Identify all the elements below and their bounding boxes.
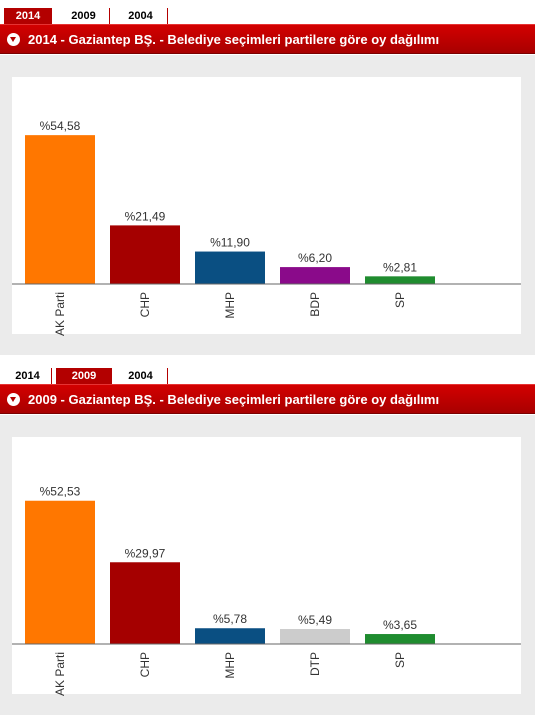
bar-chart-2009: %52,53 AK Parti %29,97 CHP %5,78 MHP %5,49 DTP%… (12, 437, 521, 696)
bar-chp[interactable] (110, 225, 180, 284)
year-tabs: 2014 2009 2004 (0, 0, 535, 24)
data-label: %21,49 (125, 209, 166, 223)
plot-background (12, 77, 521, 334)
data-label: %2,81 (383, 260, 417, 274)
tab-2014[interactable]: 2014 (4, 368, 52, 384)
bar-sp[interactable] (365, 634, 435, 644)
chart-title: 2009 - Gaziantep BŞ. - Belediye seçimler… (28, 392, 440, 407)
year-tabs: 2014 2009 2004 (0, 360, 535, 384)
tab-2009[interactable]: 2009 (58, 8, 110, 24)
bar-chp[interactable] (110, 562, 180, 644)
tick-label: CHP (138, 652, 152, 677)
tab-2004[interactable]: 2004 (114, 8, 168, 24)
results-panel-2014: 2014 2009 2004 2014 - Gaziantep BŞ. - Be… (0, 0, 535, 355)
collapse-arrow-icon[interactable] (7, 33, 20, 46)
chart-header: 2009 - Gaziantep BŞ. - Belediye seçimler… (0, 384, 535, 414)
tab-2009[interactable]: 2009 (56, 368, 112, 384)
tab-2004[interactable]: 2004 (114, 368, 168, 384)
tab-2014[interactable]: 2014 (4, 8, 52, 24)
data-label: %5,78 (213, 612, 247, 626)
bar-chart-2014: %54,58 AK Parti %21,49 CHP %11,90 MHP %6,20 BDP… (12, 77, 521, 336)
data-label: %11,90 (210, 236, 250, 250)
tick-label: MHP (223, 652, 237, 679)
data-label: %5,49 (298, 613, 332, 627)
bar-bdp[interactable] (280, 267, 350, 284)
bar-dtp[interactable] (280, 629, 350, 644)
tick-label: AK Parti (53, 292, 67, 336)
chart-area: %54,58 AK Parti %21,49 CHP %11,90 MHP %6,20 BDP… (0, 55, 535, 355)
bar-mhp[interactable] (195, 628, 265, 644)
plot-background (12, 437, 521, 694)
bar-ak-parti[interactable] (25, 135, 95, 284)
collapse-arrow-icon[interactable] (7, 393, 20, 406)
chart-header: 2014 - Gaziantep BŞ. - Belediye seçimler… (0, 24, 535, 54)
chart-title: 2014 - Gaziantep BŞ. - Belediye seçimler… (28, 32, 440, 47)
tick-label: MHP (223, 292, 237, 319)
tick-label: SP (393, 652, 407, 668)
tick-label: AK Parti (53, 652, 67, 696)
tick-label: BDP (308, 292, 322, 317)
results-panel-2009: 2014 2009 2004 2009 - Gaziantep BŞ. - Be… (0, 360, 535, 715)
data-label: %3,65 (383, 618, 417, 632)
data-label: %29,97 (125, 546, 166, 560)
chart-area: %52,53 AK Parti %29,97 CHP %5,78 MHP %5,49 DTP%… (0, 415, 535, 715)
bar-sp[interactable] (365, 276, 435, 284)
bar-mhp[interactable] (195, 251, 265, 284)
tick-label: DTP (308, 652, 322, 676)
data-label: %54,58 (40, 119, 81, 133)
tick-label: CHP (138, 292, 152, 317)
tick-label: SP (393, 292, 407, 308)
bar-ak-parti[interactable] (25, 500, 95, 644)
data-label: %52,53 (40, 485, 81, 499)
data-label: %6,20 (298, 251, 332, 265)
